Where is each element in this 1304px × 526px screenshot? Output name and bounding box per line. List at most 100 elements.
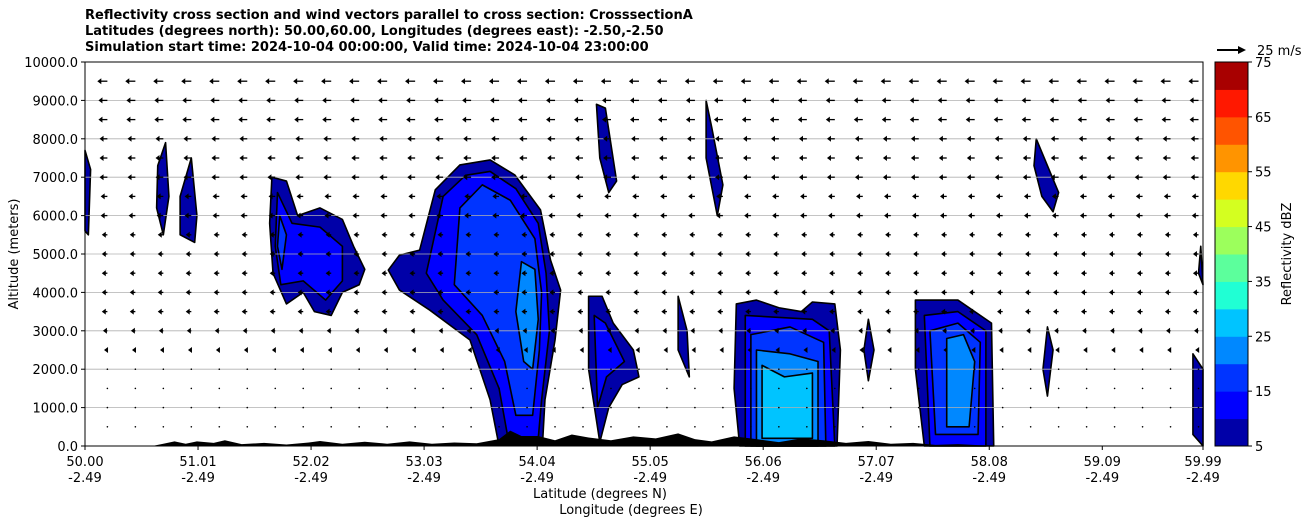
wind-arrow <box>294 116 304 123</box>
wind-arrow <box>213 289 220 296</box>
wind-arrow <box>211 174 220 181</box>
wind-arrow <box>330 406 333 409</box>
colorbar-tick-label: 15 <box>1255 385 1272 400</box>
colorbar-band-10 <box>1215 391 1248 420</box>
wind-arrow <box>185 289 192 296</box>
wind-arrow <box>994 174 1003 181</box>
wind-arrow <box>211 155 220 161</box>
wind-arrow <box>437 251 444 257</box>
wind-arrow <box>1053 251 1059 257</box>
wind-arrow <box>526 406 528 409</box>
wind-arrow <box>945 406 948 409</box>
wind-arrow <box>544 78 556 85</box>
wind-arrow <box>1085 387 1088 390</box>
wind-arrow <box>743 155 751 161</box>
wind-arrow <box>326 327 332 334</box>
wind-arrow <box>582 387 584 390</box>
wind-arrow <box>917 368 920 371</box>
wind-arrow <box>358 426 360 428</box>
wind-arrow <box>408 193 416 200</box>
wind-arrow <box>162 368 165 371</box>
wind-arrow <box>519 174 528 181</box>
wind-arrow <box>994 135 1003 142</box>
wind-arrow <box>881 116 891 123</box>
wind-arrow <box>717 251 723 257</box>
colorbar-band-45 <box>1215 199 1248 228</box>
wind-arrow <box>1078 174 1087 181</box>
wind-arrow <box>351 174 360 181</box>
wind-arrow <box>941 231 947 238</box>
wind-arrow <box>270 327 276 334</box>
wind-arrow <box>182 97 192 104</box>
wind-arrow <box>330 426 333 428</box>
wind-arrow <box>350 97 360 104</box>
wind-arrow <box>885 289 891 296</box>
wind-arrow <box>685 116 695 123</box>
wind-arrow <box>689 308 695 315</box>
wind-arrow <box>463 135 472 142</box>
wind-arrow <box>941 270 947 277</box>
wind-arrow <box>1169 426 1172 428</box>
wind-arrow <box>689 270 695 277</box>
wind-arrow <box>521 308 528 315</box>
wind-arrow <box>575 155 584 161</box>
colorbar-band-20 <box>1215 336 1248 365</box>
wind-arrow <box>434 116 444 123</box>
wind-arrow <box>435 135 444 142</box>
wind-arrow <box>382 327 388 334</box>
x-tick-label-2: -2.49 <box>1186 471 1220 486</box>
wind-arrow <box>268 193 276 200</box>
wind-arrow <box>186 327 192 334</box>
wind-arrow <box>1191 193 1199 200</box>
wind-arrow <box>633 289 639 296</box>
wind-arrow <box>549 251 556 257</box>
wind-arrow <box>554 406 556 409</box>
wind-arrow <box>302 387 305 390</box>
wind-arrow <box>1192 308 1199 315</box>
wind-arrow <box>1106 174 1115 181</box>
wind-arrow <box>997 270 1003 277</box>
chart-title: Reflectivity cross section and wind vect… <box>85 8 693 56</box>
title-line-2: Latitudes (degrees north): 50.00,60.00, … <box>85 24 664 39</box>
wind-arrow <box>526 387 528 390</box>
wind-arrow <box>498 406 500 409</box>
wind-arrow <box>778 406 780 409</box>
wind-arrow <box>549 289 556 296</box>
wind-arrow <box>717 270 723 277</box>
wind-arrow <box>1023 193 1031 200</box>
axes: 0.0 1000.0 2000.0 3000.0 4000.0 5000.0 6000.0 7… <box>24 56 1221 486</box>
wind-arrow <box>493 270 500 277</box>
wind-arrow <box>155 174 164 181</box>
wind-arrow <box>1050 155 1059 161</box>
wind-arrow <box>1111 347 1116 353</box>
wind-arrow <box>246 387 249 390</box>
wind-arrow <box>861 368 864 371</box>
wind-arrow <box>238 116 248 123</box>
wind-arrow <box>325 308 332 315</box>
wind-arrow <box>1057 387 1060 390</box>
wind-arrow <box>101 308 108 315</box>
x-tick-label-2: -2.49 <box>68 471 102 486</box>
wind-arrow <box>547 155 556 161</box>
wind-arrow <box>885 270 891 277</box>
wind-arrow <box>409 251 416 257</box>
wind-arrow <box>358 368 360 371</box>
wind-arrow <box>437 308 444 315</box>
wind-arrow <box>464 212 472 219</box>
wind-arrow <box>546 97 556 104</box>
wind-arrow <box>330 368 333 371</box>
wind-arrow <box>945 387 948 390</box>
wind-arrow <box>378 116 388 123</box>
contour-region-2-level-25 <box>761 364 814 440</box>
title-line-3: Simulation start time: 2024-10-04 00:00:… <box>85 40 649 55</box>
wind-arrow <box>1020 78 1031 85</box>
x-tick-label-2: -2.49 <box>407 471 441 486</box>
wind-arrow <box>806 426 808 428</box>
wind-arrow <box>241 251 248 257</box>
wind-arrow <box>778 368 780 371</box>
wind-arrow <box>909 97 919 104</box>
wind-arrow <box>521 251 528 257</box>
wind-arrow <box>909 116 919 123</box>
wind-arrow <box>102 327 108 334</box>
wind-arrow <box>322 116 332 123</box>
